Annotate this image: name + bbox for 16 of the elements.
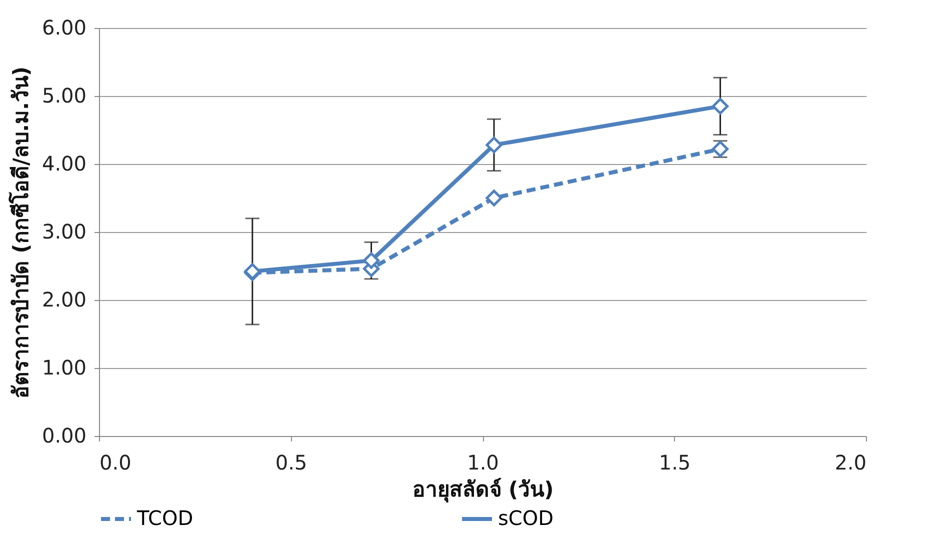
y-tick-label: 2.00 bbox=[42, 288, 86, 312]
x-tick-label: 1.5 bbox=[658, 450, 691, 474]
y-tick-label: 5.00 bbox=[42, 84, 86, 108]
y-axis-title: อัตราการบำบัด (กกซีโอดี/ลบ.ม.วัน) bbox=[8, 66, 33, 399]
y-tick-label: 0.00 bbox=[42, 424, 86, 448]
x-tick-label: 1.0 bbox=[467, 450, 499, 474]
y-tick-label: 6.00 bbox=[42, 16, 86, 40]
legend-label: TCOD bbox=[136, 506, 194, 530]
x-tick-label: 0.0 bbox=[100, 450, 132, 474]
x-axis-title: อายุสลัดจ์ (วัน) bbox=[412, 478, 554, 504]
x-tick-label: 2.0 bbox=[834, 450, 866, 474]
y-tick-label: 1.00 bbox=[42, 356, 86, 380]
x-tick-label: 0.5 bbox=[275, 450, 308, 474]
y-tick-label: 3.00 bbox=[42, 220, 86, 244]
legend-label: sCOD bbox=[498, 506, 554, 530]
y-tick-label: 4.00 bbox=[42, 152, 86, 176]
